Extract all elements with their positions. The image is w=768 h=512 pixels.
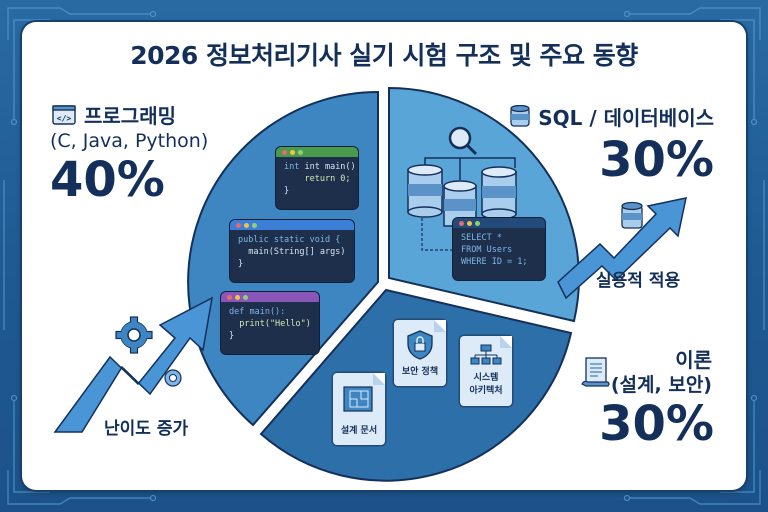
- code-line: int main() {: [304, 162, 356, 172]
- document-security: 보안 정책: [394, 320, 446, 386]
- page-title: 2026 정보처리기사 실기 시험 구조 및 주요 동향: [130, 41, 638, 70]
- applied-use-label: 실용적 적용: [596, 271, 681, 291]
- code-line: }: [229, 331, 235, 341]
- code-line: public static void {: [238, 235, 341, 245]
- difficulty-label: 난이도 증가: [104, 419, 189, 439]
- theory-title: 이론: [675, 348, 712, 372]
- document-label: 아키텍처: [469, 386, 503, 396]
- code-line: }: [238, 259, 244, 269]
- programming-title: </> 프로그래밍: [52, 100, 176, 129]
- hierarchy-icon: [470, 344, 502, 365]
- sql-title-text: SQL / 데이터베이스: [538, 106, 714, 130]
- database-icon: [510, 104, 530, 127]
- code-line: WHERE ID = 1;: [461, 257, 528, 267]
- gear-small-icon: [164, 369, 182, 387]
- theory-subtitle: (설계, 보안): [610, 374, 712, 396]
- database-small-icon: [621, 201, 643, 229]
- code-line: SELECT *: [461, 233, 502, 243]
- code-line: main(String[] args): [238, 247, 346, 257]
- sql-title: SQL / 데이터베이스: [510, 102, 714, 131]
- document-label: 시스템: [473, 373, 499, 383]
- code-line: return 0;: [294, 174, 351, 184]
- document-architecture: 시스템 아키텍처: [460, 336, 512, 406]
- scroll-document-icon: [581, 357, 610, 387]
- code-line: FROM Users: [461, 245, 513, 255]
- code-window-java: public static void { main(String[] args)…: [230, 220, 354, 282]
- code-line: print("Hello"): [229, 319, 311, 329]
- code-window-python: def main(): print("Hello") }: [221, 292, 319, 354]
- document-design: 설계 문서: [333, 373, 385, 445]
- code-line: def main():: [229, 307, 286, 317]
- document-label: 보안 정책: [401, 367, 439, 377]
- code-window-sql: SELECT * FROM Users WHERE ID = 1;: [453, 218, 545, 280]
- theory-percent: 30%: [599, 396, 714, 452]
- shield-lock-icon: [407, 330, 433, 360]
- code-window-c: int int main() { return 0; }: [276, 147, 358, 209]
- database-cluster-icon: [407, 126, 517, 251]
- blueprint-icon: [343, 386, 373, 412]
- programming-title-text: 프로그래밍: [84, 104, 176, 128]
- sql-percent: 30%: [599, 132, 714, 188]
- document-label: 설계 문서: [340, 426, 378, 436]
- code-line: }: [284, 186, 290, 196]
- programming-percent: 40%: [50, 152, 165, 208]
- trend-arrow-left-icon: [53, 296, 213, 433]
- code-window-icon: </>: [52, 104, 76, 125]
- trend-arrow-right-icon: [557, 197, 687, 300]
- svg-text:</>: </>: [57, 114, 72, 123]
- gear-large-icon: [115, 316, 153, 354]
- programming-subtitle: (C, Java, Python): [50, 130, 209, 152]
